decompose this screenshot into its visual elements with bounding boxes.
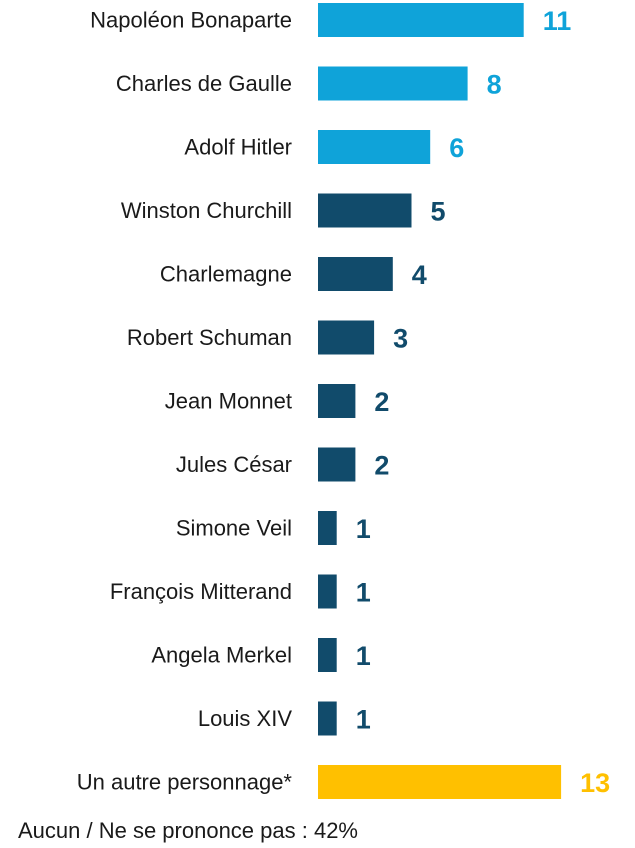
value-label: 3 xyxy=(393,324,408,354)
category-label: Charlemagne xyxy=(160,262,292,287)
value-label: 1 xyxy=(356,705,371,735)
bar xyxy=(318,638,337,672)
category-label: Winston Churchill xyxy=(121,198,292,223)
category-label: Simone Veil xyxy=(176,516,292,541)
bar xyxy=(318,320,375,355)
category-label: François Mitterand xyxy=(110,579,292,604)
value-label: 8 xyxy=(487,70,502,100)
value-label: 1 xyxy=(356,641,371,671)
value-label: 2 xyxy=(374,451,389,481)
bar xyxy=(318,66,468,101)
value-label: 11 xyxy=(543,6,572,36)
value-label: 13 xyxy=(580,768,610,798)
category-label: Napoléon Bonaparte xyxy=(90,8,292,33)
bar xyxy=(318,193,412,228)
value-label: 1 xyxy=(356,578,371,608)
bar xyxy=(318,257,393,291)
bar xyxy=(318,3,524,37)
bar xyxy=(318,765,562,799)
value-label: 5 xyxy=(431,197,446,227)
bar xyxy=(318,574,337,609)
footnote-text: Aucun / Ne se prononce pas : 42% xyxy=(18,818,358,843)
category-label: Angela Merkel xyxy=(151,643,292,668)
bar xyxy=(318,701,337,736)
category-label: Louis XIV xyxy=(198,706,292,731)
category-label: Adolf Hitler xyxy=(184,135,292,160)
bar xyxy=(318,130,431,164)
value-label: 1 xyxy=(356,514,371,544)
value-label: 2 xyxy=(374,387,389,417)
category-label: Jules César xyxy=(176,452,292,477)
value-label: 6 xyxy=(449,133,464,163)
bar xyxy=(318,447,356,482)
category-label: Un autre personnage* xyxy=(77,770,293,795)
category-label: Charles de Gaulle xyxy=(116,71,292,96)
bar xyxy=(318,384,356,418)
value-label: 4 xyxy=(412,260,427,290)
category-label: Jean Monnet xyxy=(165,389,292,414)
bar xyxy=(318,511,337,545)
category-label: Robert Schuman xyxy=(127,325,292,350)
